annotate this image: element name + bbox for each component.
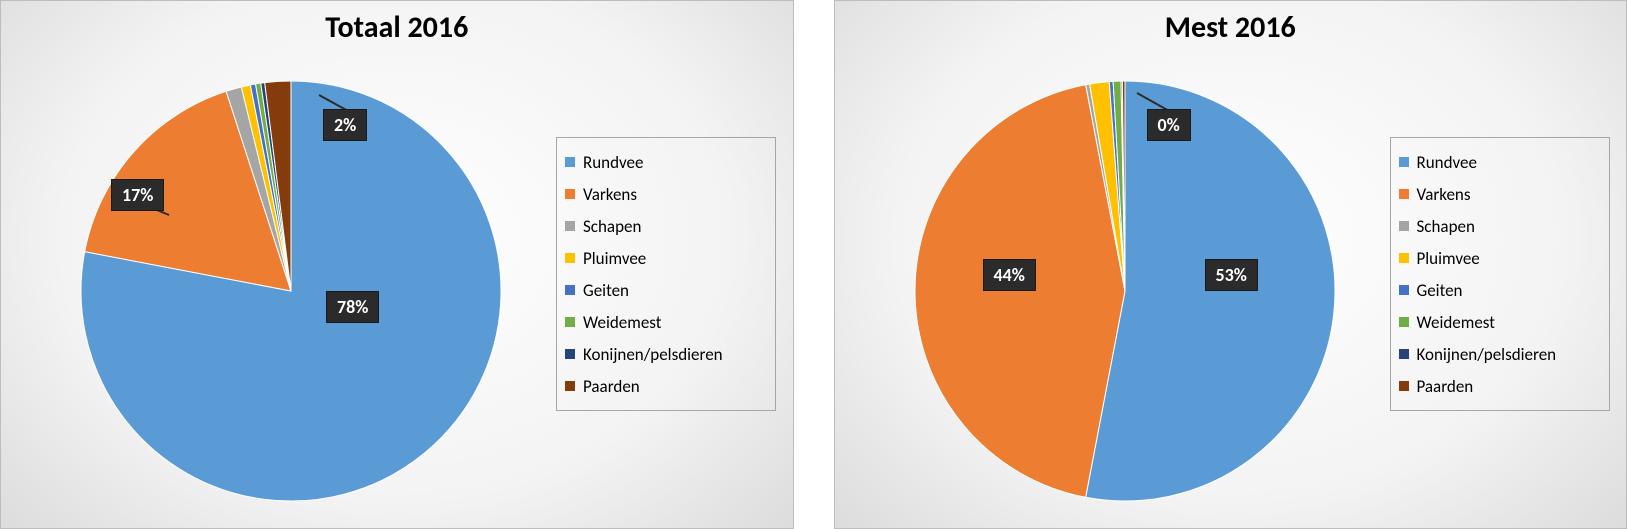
legend-item: Schapen (1399, 210, 1597, 242)
legend-label: Varkens (583, 184, 637, 205)
legend-item: Konijnen/pelsdieren (565, 338, 763, 370)
legend-label: Konijnen/pelsdieren (583, 344, 723, 365)
legend-label: Rundvee (1417, 152, 1477, 173)
legend-item: Paarden (1399, 370, 1597, 402)
legend-label: Schapen (1417, 216, 1475, 237)
legend-label: Rundvee (583, 152, 643, 173)
legend-label: Paarden (1417, 376, 1474, 397)
legend: Rundvee Varkens Schapen Pluimvee Geiten Weide… (1390, 137, 1610, 411)
legend-swatch (565, 381, 575, 391)
legend-swatch (1399, 253, 1409, 263)
legend-item: Konijnen/pelsdieren (1399, 338, 1597, 370)
legend: Rundvee Varkens Schapen Pluimvee Geiten Weide… (556, 137, 776, 411)
legend-item: Weidemest (565, 306, 763, 338)
legend-swatch (565, 349, 575, 359)
legend-item: Geiten (565, 274, 763, 306)
legend-swatch (565, 253, 575, 263)
legend-swatch (565, 285, 575, 295)
legend-item: Geiten (1399, 274, 1597, 306)
legend-label: Geiten (583, 280, 629, 301)
charts-container: Totaal 2016 78%17%2% RundveeVarkensSchap… (0, 0, 1627, 529)
legend-item: Paarden (565, 370, 763, 402)
legend-item: Weidemest (1399, 306, 1597, 338)
legend-label: Varkens (1417, 184, 1471, 205)
pie-chart (1, 1, 521, 521)
legend-label: Geiten (1417, 280, 1463, 301)
legend-swatch (1399, 285, 1409, 295)
legend-label: Weidemest (583, 312, 661, 333)
legend-swatch (565, 317, 575, 327)
legend-item: Varkens (1399, 178, 1597, 210)
pie-slice (914, 85, 1124, 498)
legend-swatch (1399, 381, 1409, 391)
legend-label: Konijnen/pelsdieren (1417, 344, 1557, 365)
legend-swatch (565, 157, 575, 167)
chart-panel-mest: Mest 2016 53%44%0% RundveeVarkensSchapen… (834, 0, 1627, 529)
legend-label: Schapen (583, 216, 641, 237)
legend-swatch (1399, 189, 1409, 199)
legend-swatch (1399, 317, 1409, 327)
legend-item: Rundvee (1399, 146, 1597, 178)
legend-label: Paarden (583, 376, 640, 397)
legend-item: Pluimvee (1399, 242, 1597, 274)
legend-item: Rundvee (565, 146, 763, 178)
legend-swatch (565, 189, 575, 199)
legend-swatch (1399, 157, 1409, 167)
legend-item: Varkens (565, 178, 763, 210)
legend-label: Pluimvee (1417, 248, 1480, 269)
pie-chart (835, 1, 1355, 521)
chart-panel-totaal: Totaal 2016 78%17%2% RundveeVarkensSchap… (0, 0, 794, 529)
legend-item: Schapen (565, 210, 763, 242)
legend-swatch (1399, 221, 1409, 231)
legend-label: Weidemest (1417, 312, 1495, 333)
legend-swatch (565, 221, 575, 231)
legend-swatch (1399, 349, 1409, 359)
legend-item: Pluimvee (565, 242, 763, 274)
legend-label: Pluimvee (583, 248, 646, 269)
